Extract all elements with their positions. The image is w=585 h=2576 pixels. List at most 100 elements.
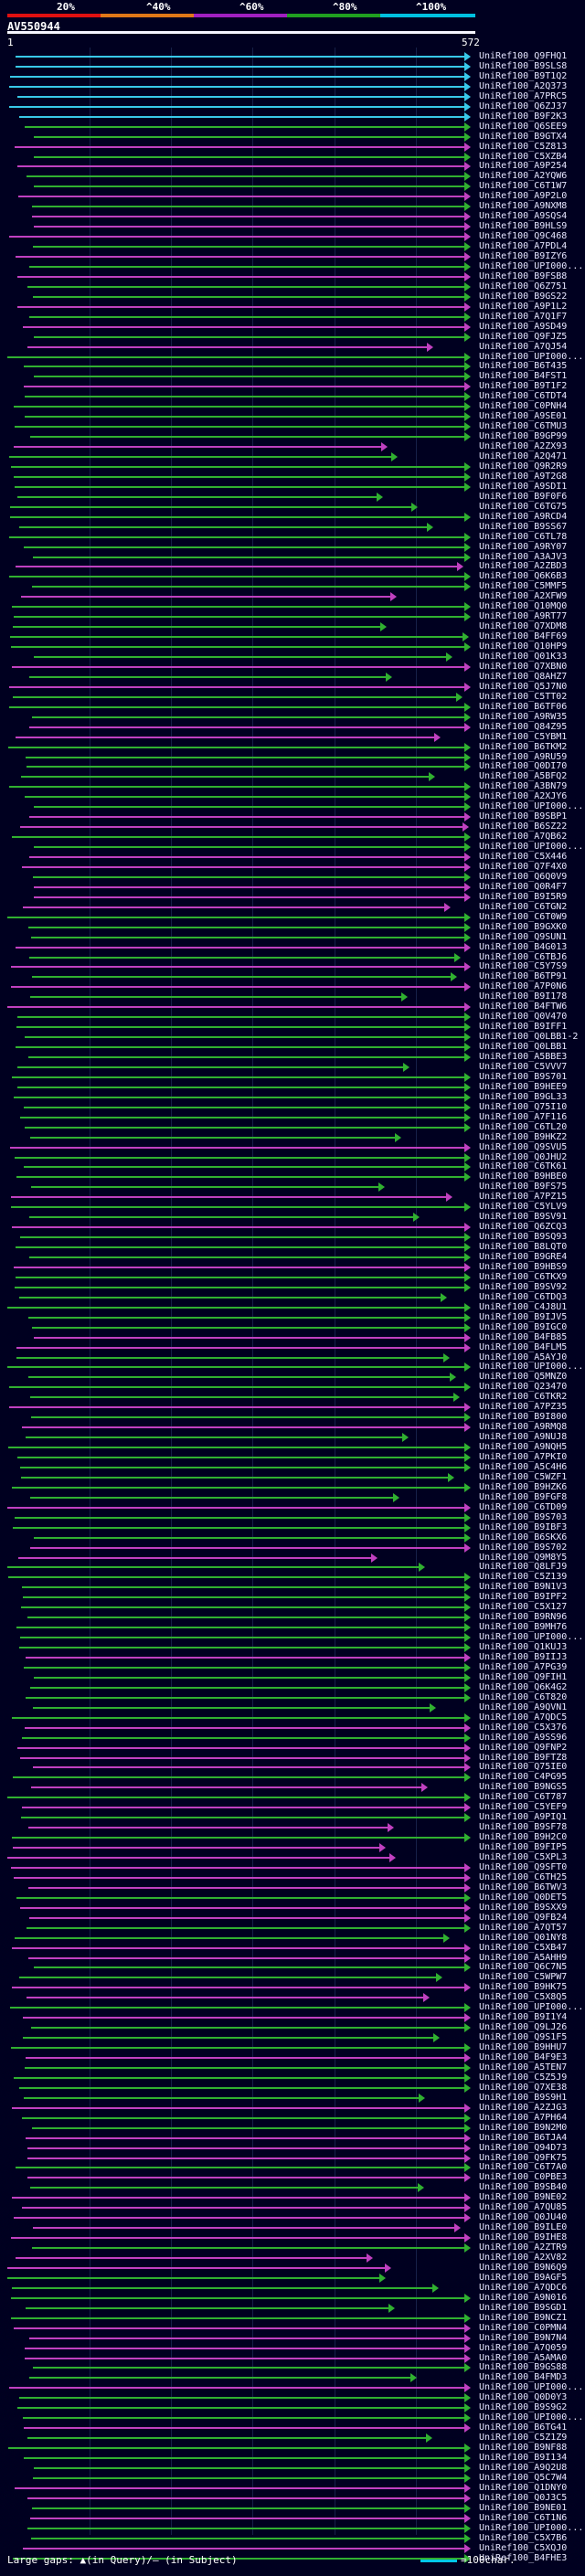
hit-row[interactable]: UniRef100_A9SS96 (0, 1733, 585, 1744)
hit-row[interactable]: UniRef100_C5X376 (0, 1723, 585, 1734)
hit-label[interactable]: UniRef100_A3AJV3 (479, 551, 568, 562)
hit-label[interactable]: UniRef100_A9NQH5 (479, 1442, 568, 1453)
hit-label[interactable]: UniRef100_B9SXX9 (479, 1902, 568, 1913)
hit-label[interactable]: UniRef100_C6T1W7 (479, 181, 568, 192)
hit-label[interactable]: UniRef100_B9GP99 (479, 431, 568, 442)
hit-row[interactable]: UniRef100_B9FS75 (0, 1182, 585, 1193)
hit-label[interactable]: UniRef100_C0PMN4 (479, 2322, 568, 2333)
hit-row[interactable]: UniRef100_Q9M8Y5 (0, 1553, 585, 1564)
hit-row[interactable]: UniRef100_B4FF69 (0, 631, 585, 643)
hit-row[interactable]: UniRef100_B9IPF2 (0, 1592, 585, 1604)
hit-label[interactable]: UniRef100_Q9FNP2 (479, 1742, 568, 1753)
hit-label[interactable]: UniRef100_B4FLM5 (479, 1341, 568, 1352)
hit-label[interactable]: UniRef100_B6TKM2 (479, 741, 568, 752)
hit-label[interactable]: UniRef100_B9MH76 (479, 1622, 568, 1633)
hit-label[interactable]: UniRef100_Q9R2R9 (479, 461, 568, 472)
hit-row[interactable]: UniRef100_B9N2M0 (0, 2123, 585, 2135)
hit-row[interactable]: UniRef100_B9IHE8 (0, 2232, 585, 2244)
hit-row[interactable]: UniRef100_A9NUJ8 (0, 1432, 585, 1444)
hit-row[interactable]: UniRef100_Q8LFJ9 (0, 1562, 585, 1574)
hit-row[interactable]: UniRef100_C6TK61 (0, 1161, 585, 1173)
hit-label[interactable]: UniRef100_B9ILE0 (479, 2222, 568, 2233)
hit-label[interactable]: UniRef100_B9IGC0 (479, 1321, 568, 1332)
hit-row[interactable]: UniRef100_B9HBE0 (0, 1171, 585, 1183)
hit-label[interactable]: UniRef100_C6T7A0 (479, 2162, 568, 2173)
hit-label[interactable]: UniRef100_Q9SUN1 (479, 931, 568, 942)
hit-row[interactable]: UniRef100_A7QDC6 (0, 2283, 585, 2295)
hit-row[interactable]: UniRef100_C6T787 (0, 1792, 585, 1804)
hit-label[interactable]: UniRef100_B4FTW6 (479, 1002, 568, 1012)
hit-label[interactable]: UniRef100_A7PRC5 (479, 90, 568, 101)
hit-row[interactable]: UniRef100_C5X7B6 (0, 2533, 585, 2545)
hit-row[interactable]: UniRef100_Q9FHQ1 (0, 51, 585, 63)
hit-row[interactable]: UniRef100_B4FHE3 (0, 2553, 585, 2565)
hit-row[interactable]: UniRef100_B9SXX9 (0, 1903, 585, 1914)
hit-row[interactable]: UniRef100_C6T7A0 (0, 2162, 585, 2174)
hit-row[interactable]: UniRef100_UPI000... (0, 2382, 585, 2394)
hit-row[interactable]: UniRef100_A7QDC5 (0, 1712, 585, 1724)
hit-row[interactable]: UniRef100_B9SQ93 (0, 1232, 585, 1244)
hit-label[interactable]: UniRef100_C6T0W9 (479, 911, 568, 922)
hit-row[interactable]: UniRef100_B9T1Q2 (0, 71, 585, 83)
hit-label[interactable]: UniRef100_Q84Z95 (479, 721, 568, 732)
hit-row[interactable]: UniRef100_UPI000... (0, 1632, 585, 1644)
hit-label[interactable]: UniRef100_A9N016 (479, 2292, 568, 2303)
hit-row[interactable]: UniRef100_C5Z1Z9 (0, 2433, 585, 2444)
hit-row[interactable]: UniRef100_B9I134 (0, 2453, 585, 2465)
hit-row[interactable]: UniRef100_C6T1W7 (0, 181, 585, 193)
hit-label[interactable]: UniRef100_Q0D0Y3 (479, 2392, 568, 2403)
hit-row[interactable]: UniRef100_A3BN79 (0, 781, 585, 793)
hit-label[interactable]: UniRef100_B9GL33 (479, 1091, 568, 1102)
hit-row[interactable]: UniRef100_C0PBE3 (0, 2172, 585, 2184)
hit-row[interactable]: UniRef100_B6TWV3 (0, 1882, 585, 1894)
hit-label[interactable]: UniRef100_B4FB85 (479, 1331, 568, 1342)
hit-label[interactable]: UniRef100_Q75IE0 (479, 1762, 568, 1773)
hit-label[interactable]: UniRef100_Q01NY8 (479, 1932, 568, 1943)
hit-label[interactable]: UniRef100_C5X376 (479, 1722, 568, 1733)
hit-row[interactable]: UniRef100_A2XJY6 (0, 791, 585, 803)
hit-label[interactable]: UniRef100_Q9LJ26 (479, 2022, 568, 2033)
hit-row[interactable]: UniRef100_C6TDQ3 (0, 1292, 585, 1304)
hit-row[interactable]: UniRef100_B9HHU7 (0, 2042, 585, 2054)
hit-label[interactable]: UniRef100_Q7F4X0 (479, 861, 568, 872)
hit-row[interactable]: UniRef100_B9SGD1 (0, 2303, 585, 2315)
hit-label[interactable]: UniRef100_B9H2C0 (479, 1832, 568, 1843)
hit-label[interactable]: UniRef100_C5TT02 (479, 691, 568, 702)
hit-row[interactable]: UniRef100_A5BFQ2 (0, 771, 585, 783)
hit-label[interactable]: UniRef100_B9N2M0 (479, 2122, 568, 2133)
hit-label[interactable]: UniRef100_A7Q1F7 (479, 311, 568, 322)
hit-row[interactable]: UniRef100_C5XB47 (0, 1943, 585, 1955)
hit-label[interactable]: UniRef100_B9S9G2 (479, 2402, 568, 2413)
hit-row[interactable]: UniRef100_B9HBS9 (0, 1262, 585, 1274)
hit-label[interactable]: UniRef100_A9PIQ1 (479, 1812, 568, 1823)
hit-row[interactable]: UniRef100_A5BBE3 (0, 1052, 585, 1064)
hit-row[interactable]: UniRef100_C5YEF9 (0, 1802, 585, 1814)
hit-label[interactable]: UniRef100_A2ZJG3 (479, 2102, 568, 2113)
hit-row[interactable]: UniRef100_B9NF88 (0, 2443, 585, 2454)
hit-row[interactable]: UniRef100_A9SDI1 (0, 482, 585, 493)
hit-row[interactable]: UniRef100_A7QT57 (0, 1923, 585, 1935)
hit-label[interactable]: UniRef100_Q0R4F7 (479, 881, 568, 892)
hit-row[interactable]: UniRef100_A9P254 (0, 161, 585, 173)
hit-row[interactable]: UniRef100_A9RCD4 (0, 512, 585, 524)
hit-row[interactable]: UniRef100_B9NE01 (0, 2503, 585, 2515)
hit-row[interactable]: UniRef100_Q0JHU2 (0, 1152, 585, 1164)
hit-row[interactable]: UniRef100_B4G013 (0, 942, 585, 954)
hit-label[interactable]: UniRef100_B9T1F2 (479, 381, 568, 392)
hit-row[interactable]: UniRef100_C6TKX9 (0, 1272, 585, 1284)
hit-row[interactable]: UniRef100_B9GP99 (0, 431, 585, 443)
hit-row[interactable]: UniRef100_A9SQS4 (0, 211, 585, 223)
hit-row[interactable]: UniRef100_B9FSB8 (0, 271, 585, 283)
hit-row[interactable]: UniRef100_B9GS22 (0, 292, 585, 303)
hit-label[interactable]: UniRef100_B9F0F6 (479, 491, 568, 502)
hit-row[interactable]: UniRef100_A7PZ35 (0, 1402, 585, 1414)
hit-label[interactable]: UniRef100_A7PZ15 (479, 1192, 568, 1203)
hit-label[interactable]: UniRef100_Q6Q0V9 (479, 871, 568, 882)
hit-label[interactable]: UniRef100_C0PNH4 (479, 401, 568, 412)
hit-label[interactable]: UniRef100_B9FGF8 (479, 1491, 568, 1502)
hit-label[interactable]: UniRef100_C4J8U1 (479, 1301, 568, 1312)
hit-label[interactable]: UniRef100_Q7XE38 (479, 2082, 568, 2093)
hit-label[interactable]: UniRef100_Q0DET5 (479, 1892, 568, 1903)
hit-label[interactable]: UniRef100_Q7XDM8 (479, 621, 568, 632)
hit-label[interactable]: UniRef100_B9SV91 (479, 1212, 568, 1223)
